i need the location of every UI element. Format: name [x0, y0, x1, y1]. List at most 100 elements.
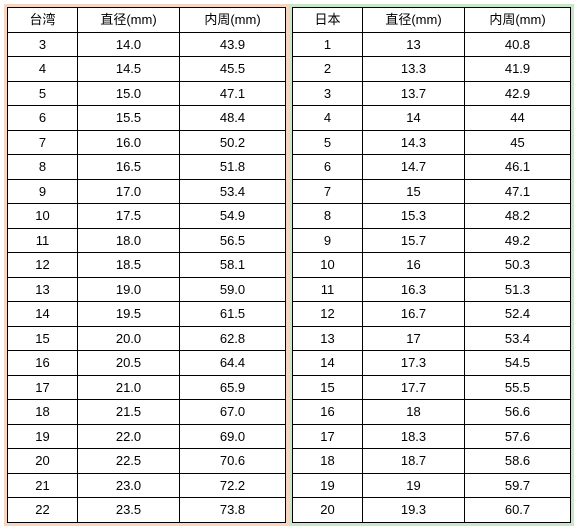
cell-diameter: 19.0	[78, 277, 180, 302]
cell-size: 21	[8, 473, 78, 498]
table-row: 313.742.9	[293, 81, 571, 106]
japan-table: 日本 直径(mm) 内周(mm) 11340.8213.341.9313.742…	[292, 7, 571, 523]
cell-diameter: 15.7	[363, 228, 465, 253]
table-row: 1718.357.6	[293, 424, 571, 449]
cell-circumference: 58.6	[465, 449, 571, 474]
table-row: 314.043.9	[8, 32, 286, 57]
cell-size: 3	[8, 32, 78, 57]
cell-diameter: 13.3	[363, 57, 465, 82]
cell-circumference: 55.5	[465, 375, 571, 400]
cell-circumference: 72.2	[180, 473, 286, 498]
table-row: 1216.752.4	[293, 302, 571, 327]
cell-diameter: 15.5	[78, 106, 180, 131]
cell-circumference: 48.4	[180, 106, 286, 131]
cell-diameter: 19	[363, 473, 465, 498]
table-row: 816.551.8	[8, 155, 286, 180]
cell-diameter: 18.0	[78, 228, 180, 253]
cell-circumference: 65.9	[180, 375, 286, 400]
cell-circumference: 54.9	[180, 204, 286, 229]
table-row: 101650.3	[293, 253, 571, 278]
cell-size: 19	[8, 424, 78, 449]
cell-size: 12	[8, 253, 78, 278]
cell-circumference: 57.6	[465, 424, 571, 449]
cell-size: 20	[293, 498, 363, 523]
cell-diameter: 16	[363, 253, 465, 278]
cell-diameter: 13.7	[363, 81, 465, 106]
cell-size: 15	[8, 326, 78, 351]
cell-size: 9	[8, 179, 78, 204]
cell-circumference: 45	[465, 130, 571, 155]
table-row: 1517.755.5	[293, 375, 571, 400]
cell-size: 17	[293, 424, 363, 449]
table-row: 1118.056.5	[8, 228, 286, 253]
header-circumference: 内周(mm)	[465, 8, 571, 33]
cell-circumference: 41.9	[465, 57, 571, 82]
cell-diameter: 19.3	[363, 498, 465, 523]
cell-diameter: 23.5	[78, 498, 180, 523]
cell-circumference: 61.5	[180, 302, 286, 327]
cell-circumference: 59.7	[465, 473, 571, 498]
cell-size: 6	[293, 155, 363, 180]
cell-diameter: 19.5	[78, 302, 180, 327]
cell-size: 17	[8, 375, 78, 400]
table-row: 1419.561.5	[8, 302, 286, 327]
table-row: 1520.062.8	[8, 326, 286, 351]
cell-size: 7	[8, 130, 78, 155]
cell-diameter: 20.5	[78, 351, 180, 376]
cell-diameter: 14	[363, 106, 465, 131]
table-row: 1620.564.4	[8, 351, 286, 376]
cell-size: 22	[8, 498, 78, 523]
cell-diameter: 22.5	[78, 449, 180, 474]
table-row: 2123.072.2	[8, 473, 286, 498]
table-row: 1218.558.1	[8, 253, 286, 278]
cell-size: 13	[293, 326, 363, 351]
cell-size: 8	[8, 155, 78, 180]
cell-size: 13	[8, 277, 78, 302]
cell-circumference: 67.0	[180, 400, 286, 425]
taiwan-table-wrap: 台湾 直径(mm) 内周(mm) 314.043.9414.545.5515.0…	[4, 4, 289, 526]
cell-circumference: 50.3	[465, 253, 571, 278]
cell-size: 4	[293, 106, 363, 131]
japan-tbody: 11340.8213.341.9313.742.941444514.345614…	[293, 32, 571, 522]
cell-size: 16	[8, 351, 78, 376]
table-row: 615.548.4	[8, 106, 286, 131]
table-row: 915.749.2	[293, 228, 571, 253]
cell-diameter: 18	[363, 400, 465, 425]
cell-diameter: 16.7	[363, 302, 465, 327]
cell-circumference: 45.5	[180, 57, 286, 82]
cell-circumference: 44	[465, 106, 571, 131]
table-row: 1319.059.0	[8, 277, 286, 302]
cell-size: 1	[293, 32, 363, 57]
cell-diameter: 17.0	[78, 179, 180, 204]
cell-size: 18	[8, 400, 78, 425]
table-row: 1821.567.0	[8, 400, 286, 425]
taiwan-tbody: 314.043.9414.545.5515.047.1615.548.4716.…	[8, 32, 286, 522]
cell-diameter: 18.5	[78, 253, 180, 278]
cell-diameter: 20.0	[78, 326, 180, 351]
cell-diameter: 18.7	[363, 449, 465, 474]
cell-circumference: 59.0	[180, 277, 286, 302]
cell-diameter: 14.3	[363, 130, 465, 155]
header-size: 日本	[293, 8, 363, 33]
cell-diameter: 15	[363, 179, 465, 204]
table-row: 1721.065.9	[8, 375, 286, 400]
table-row: 514.345	[293, 130, 571, 155]
cell-size: 14	[293, 351, 363, 376]
table-row: 213.341.9	[293, 57, 571, 82]
cell-circumference: 52.4	[465, 302, 571, 327]
cell-circumference: 50.2	[180, 130, 286, 155]
cell-diameter: 14.0	[78, 32, 180, 57]
cell-size: 10	[8, 204, 78, 229]
cell-circumference: 64.4	[180, 351, 286, 376]
cell-circumference: 62.8	[180, 326, 286, 351]
cell-size: 20	[8, 449, 78, 474]
table-row: 131753.4	[293, 326, 571, 351]
cell-size: 7	[293, 179, 363, 204]
table-row: 161856.6	[293, 400, 571, 425]
cell-circumference: 56.6	[465, 400, 571, 425]
cell-circumference: 48.2	[465, 204, 571, 229]
cell-size: 11	[8, 228, 78, 253]
header-diameter: 直径(mm)	[363, 8, 465, 33]
table-row: 2223.573.8	[8, 498, 286, 523]
table-row: 2019.360.7	[293, 498, 571, 523]
